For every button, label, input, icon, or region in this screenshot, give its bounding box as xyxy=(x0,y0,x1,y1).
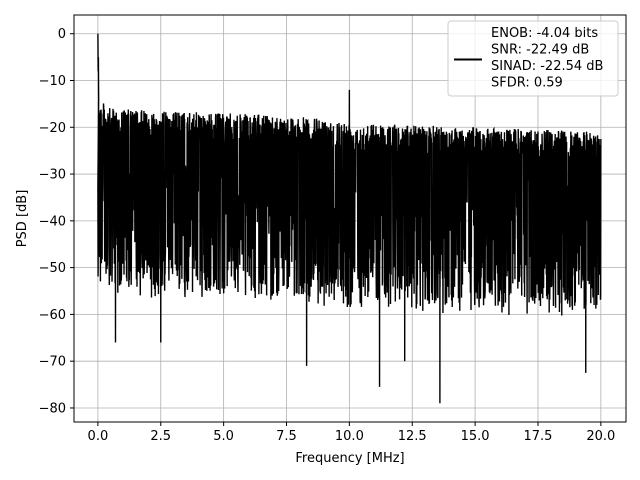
x-tick-label: 10.0 xyxy=(335,429,364,444)
x-axis-label: Frequency [MHz] xyxy=(295,451,404,466)
legend-box xyxy=(447,20,619,97)
x-tick-label: 20.0 xyxy=(586,429,615,444)
y-tick-label: −60 xyxy=(39,308,66,323)
y-tick-label: −20 xyxy=(39,121,66,136)
x-tick-label: 0.0 xyxy=(88,429,109,444)
x-tick-label: 15.0 xyxy=(461,429,490,444)
series-layer xyxy=(97,33,602,404)
y-axis: 0 −10 −20 −30 −40 −50 −60 −70 −80 xyxy=(39,27,74,416)
legend: ENOB: -4.04 bits SNR: -22.49 dB SINAD: -… xyxy=(447,20,619,97)
legend-line-sfdr: SFDR: 0.59 xyxy=(491,76,563,91)
axes-frame xyxy=(73,14,627,423)
y-tick-label: −50 xyxy=(39,261,66,276)
y-tick-label: −40 xyxy=(39,214,66,229)
psd-series-line xyxy=(97,33,602,404)
x-tick-label: 5.0 xyxy=(213,429,234,444)
y-tick-label: −10 xyxy=(39,74,66,89)
legend-line-sinad: SINAD: -22.54 dB xyxy=(491,59,603,74)
x-axis: 0.0 2.5 5.0 7.5 10.0 12.5 15.0 17.5 20.0 xyxy=(88,422,615,444)
y-tick-label: −30 xyxy=(39,168,66,183)
y-tick-label: 0 xyxy=(58,27,66,42)
y-tick-label: −80 xyxy=(39,401,66,416)
x-tick-label: 2.5 xyxy=(150,429,171,444)
legend-line-snr: SNR: -22.49 dB xyxy=(491,43,589,58)
y-axis-label: PSD [dB] xyxy=(15,190,30,248)
legend-line-enob: ENOB: -4.04 bits xyxy=(491,26,598,41)
x-tick-label: 12.5 xyxy=(398,429,427,444)
x-tick-label: 7.5 xyxy=(276,429,297,444)
x-tick-label: 17.5 xyxy=(524,429,553,444)
y-tick-label: −70 xyxy=(39,355,66,370)
